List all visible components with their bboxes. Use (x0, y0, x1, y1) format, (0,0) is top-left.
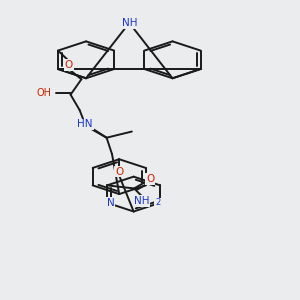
Text: O: O (146, 174, 154, 184)
Text: HN: HN (77, 119, 93, 129)
Text: NH: NH (134, 196, 149, 206)
Text: O: O (115, 167, 123, 176)
Text: 2: 2 (155, 198, 160, 207)
Text: O: O (65, 60, 73, 70)
Text: N: N (107, 198, 115, 208)
Text: NH: NH (122, 18, 137, 28)
Text: OH: OH (36, 88, 51, 98)
